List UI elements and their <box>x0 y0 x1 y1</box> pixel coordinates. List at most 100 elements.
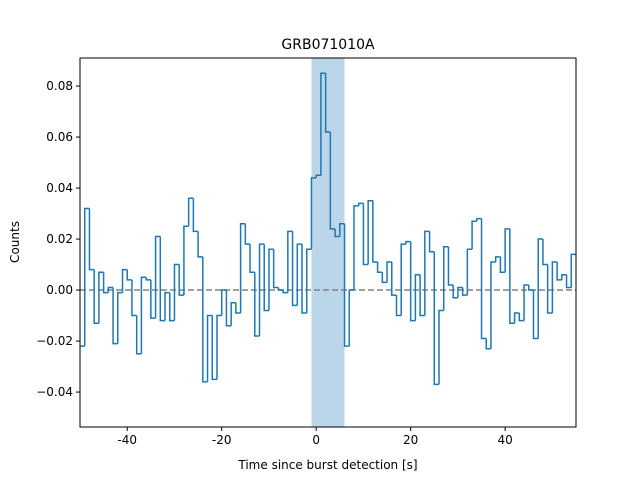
histogram-step <box>405 240 411 245</box>
histogram-step <box>154 235 161 319</box>
histogram-step <box>277 287 284 291</box>
histogram-step <box>556 262 562 281</box>
histogram-step <box>291 231 298 307</box>
histogram-step <box>310 177 317 250</box>
x-tick-label: 20 <box>403 433 418 447</box>
histogram-step <box>150 279 156 319</box>
histogram-step <box>452 284 458 299</box>
histogram-step <box>187 197 194 227</box>
histogram-step <box>457 286 463 298</box>
histogram-step <box>339 223 345 237</box>
histogram-step <box>126 269 132 281</box>
histogram-step <box>112 287 118 345</box>
histogram-step <box>254 272 260 337</box>
histogram-step <box>220 289 227 316</box>
histogram-step <box>372 200 378 263</box>
y-tick-label: 0.02 <box>46 232 73 246</box>
histogram-step <box>135 315 142 355</box>
y-tick-label: 0.06 <box>46 130 73 144</box>
histogram-step <box>532 290 539 340</box>
x-tick-label: -40 <box>117 433 137 447</box>
histogram-step <box>471 220 477 250</box>
histogram-step <box>131 279 137 317</box>
histogram-step <box>490 261 496 349</box>
histogram-step <box>239 223 246 314</box>
chart-title: GRB071010A <box>281 37 375 53</box>
histogram-step <box>546 264 553 314</box>
histogram-step <box>353 205 359 291</box>
histogram-step <box>140 276 147 354</box>
histogram-step <box>315 174 321 178</box>
histogram-step <box>98 271 104 324</box>
y-axis-label: Counts <box>8 221 22 263</box>
y-tick-label: −0.02 <box>36 334 73 348</box>
histogram-step <box>476 217 482 222</box>
x-tick-label: 0 <box>312 433 320 447</box>
histogram-step <box>287 230 293 293</box>
histogram-step <box>117 291 123 344</box>
histogram-step <box>561 274 567 280</box>
histogram-step <box>202 256 208 383</box>
x-tick-label: 40 <box>498 433 513 447</box>
histogram-step <box>509 228 515 324</box>
histogram-step <box>357 202 364 206</box>
histogram-step <box>83 207 90 347</box>
histogram-step <box>537 238 543 339</box>
histogram-step <box>225 290 232 327</box>
histogram-step <box>216 314 222 380</box>
histogram-step <box>480 218 487 340</box>
histogram-step <box>466 248 473 296</box>
histogram-step <box>570 253 576 288</box>
histogram-step <box>121 268 128 293</box>
histogram-step <box>235 302 241 314</box>
histogram-step <box>230 302 236 326</box>
histogram-step <box>391 262 397 296</box>
histogram-step <box>504 228 510 273</box>
histogram-step <box>211 315 217 381</box>
histogram-step <box>343 223 350 347</box>
histogram-step <box>169 292 175 322</box>
histogram-step <box>173 263 180 321</box>
histogram-step <box>192 198 199 233</box>
histogram-step <box>362 203 369 266</box>
histogram-step <box>513 312 520 324</box>
y-tick-label: 0.00 <box>46 283 73 297</box>
histogram-step <box>258 243 265 336</box>
histogram-step <box>494 256 501 263</box>
histogram-step <box>272 249 279 289</box>
histogram-step <box>348 289 354 347</box>
histogram-step <box>324 73 331 133</box>
histogram-step <box>107 286 114 293</box>
histogram-step <box>183 225 189 296</box>
histogram-step <box>442 245 449 311</box>
histogram-step <box>428 231 435 253</box>
plot-frame <box>79 57 577 428</box>
histogram-step <box>102 272 109 294</box>
histogram-step <box>528 284 534 291</box>
x-axis-label: Time since burst detection [s] <box>237 458 417 472</box>
histogram-step <box>518 313 525 322</box>
histogram-step <box>461 287 468 296</box>
histogram-step <box>438 309 444 385</box>
histogram-step <box>447 246 454 286</box>
histogram-step <box>499 256 506 273</box>
histogram-step <box>400 243 406 316</box>
highlight-span <box>311 58 345 427</box>
histogram-step <box>164 291 170 321</box>
histogram <box>80 72 576 386</box>
histogram-step <box>419 274 425 317</box>
histogram-step <box>376 262 383 273</box>
histogram-step <box>159 236 166 322</box>
histogram-step <box>334 228 340 238</box>
histogram-step <box>329 131 336 230</box>
histogram-step <box>565 274 572 289</box>
y-tick-label: 0.08 <box>46 79 73 93</box>
histogram-step <box>367 200 373 265</box>
histogram-step <box>386 261 392 283</box>
histogram-step <box>244 223 251 245</box>
histogram-step <box>381 272 388 284</box>
histogram-step <box>485 338 491 350</box>
histogram-step <box>409 241 416 322</box>
histogram-step <box>93 269 99 324</box>
